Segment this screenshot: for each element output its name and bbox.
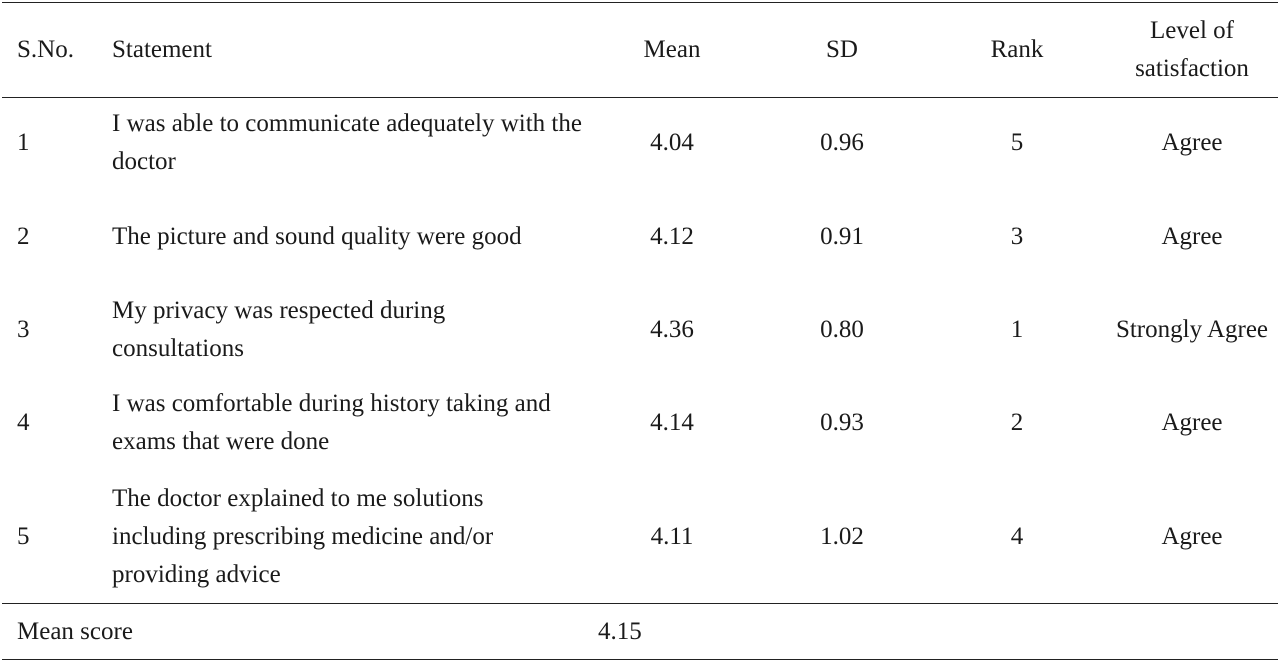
footer-rule bbox=[2, 603, 1278, 604]
row-mean: 4.14 bbox=[650, 409, 694, 436]
row-statement-text: The picture and sound quality were good bbox=[112, 223, 522, 250]
row-statement-text: The doctor explained to me solutions inc… bbox=[112, 485, 494, 588]
row-rank: 5 bbox=[1010, 129, 1024, 156]
row-sd: 0.96 bbox=[820, 129, 864, 156]
row-statement: The doctor explained to me solutions inc… bbox=[112, 477, 582, 597]
row-level: Strongly Agree bbox=[1112, 286, 1272, 374]
row-sno: 2 bbox=[17, 223, 30, 250]
row-level: Agree bbox=[1112, 379, 1272, 467]
row-rank: 3 bbox=[1010, 223, 1024, 250]
row-level-text: Agree bbox=[1161, 523, 1223, 550]
row-statement: The picture and sound quality were good bbox=[112, 193, 582, 281]
row-level-text: Agree bbox=[1161, 409, 1223, 436]
row-level: Agree bbox=[1112, 193, 1272, 281]
row-sd: 0.93 bbox=[820, 409, 864, 436]
header-row: S.No. Statement Mean SD Rank Level of sa… bbox=[2, 4, 1278, 96]
row-sno: 3 bbox=[17, 316, 30, 343]
mean-score-value: 4.15 bbox=[598, 618, 642, 645]
row-mean: 4.36 bbox=[650, 316, 694, 343]
row-sno: 4 bbox=[17, 409, 30, 436]
row-rank: 4 bbox=[1010, 523, 1024, 550]
row-statement: I was able to communicate adequately wit… bbox=[112, 99, 582, 187]
table-row: 5 The doctor explained to me solutions i… bbox=[2, 477, 1278, 597]
header-statement: Statement bbox=[112, 36, 212, 63]
row-sno: 5 bbox=[17, 523, 30, 550]
table-row: 2 The picture and sound quality were goo… bbox=[2, 193, 1278, 281]
header-level-text: Level of satisfaction bbox=[1135, 17, 1249, 82]
mean-score-label: Mean score bbox=[17, 618, 133, 645]
table-row: 3 My privacy was respected during consul… bbox=[2, 286, 1278, 374]
header-level: Level of satisfaction bbox=[1112, 4, 1272, 96]
row-statement-text: I was able to communicate adequately wit… bbox=[112, 110, 582, 175]
row-rank: 1 bbox=[1010, 316, 1024, 343]
row-statement-text: I was comfortable during history taking … bbox=[112, 390, 551, 455]
row-sno: 1 bbox=[17, 129, 30, 156]
header-mean: Mean bbox=[643, 36, 701, 63]
row-level-text: Agree bbox=[1161, 129, 1223, 156]
header-sd: SD bbox=[826, 36, 858, 63]
row-sd: 0.91 bbox=[820, 223, 864, 250]
header-rule bbox=[2, 97, 1278, 98]
row-mean: 4.04 bbox=[650, 129, 694, 156]
top-rule bbox=[2, 2, 1278, 3]
row-level: Agree bbox=[1112, 477, 1272, 597]
row-mean: 4.12 bbox=[650, 223, 694, 250]
row-sd: 0.80 bbox=[820, 316, 864, 343]
row-mean: 4.11 bbox=[650, 523, 694, 550]
row-level-text: Strongly Agree bbox=[1115, 316, 1269, 343]
table-row: 4 I was comfortable during history takin… bbox=[2, 379, 1278, 467]
row-statement-text: My privacy was respected during consulta… bbox=[112, 297, 446, 362]
row-statement: I was comfortable during history taking … bbox=[112, 379, 582, 467]
header-sno: S.No. bbox=[17, 36, 74, 63]
row-statement: My privacy was respected during consulta… bbox=[112, 286, 582, 374]
row-sd: 1.02 bbox=[820, 523, 864, 550]
table-row: 1 I was able to communicate adequately w… bbox=[2, 99, 1278, 187]
row-level-text: Agree bbox=[1161, 223, 1223, 250]
bottom-rule bbox=[2, 659, 1278, 660]
footer-row: Mean score 4.15 bbox=[2, 605, 1278, 659]
header-rank: Rank bbox=[990, 36, 1044, 63]
row-level: Agree bbox=[1112, 99, 1272, 187]
row-rank: 2 bbox=[1010, 409, 1024, 436]
